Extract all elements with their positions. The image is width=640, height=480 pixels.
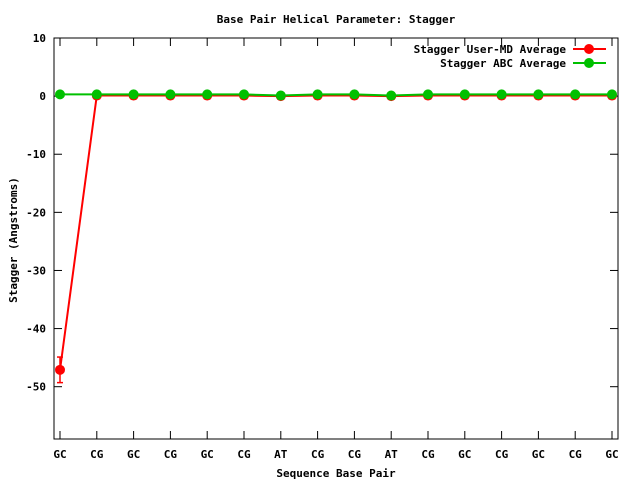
x-tick-label: GC (201, 448, 214, 461)
chart-title: Base Pair Helical Parameter: Stagger (217, 13, 456, 26)
data-point (239, 89, 249, 100)
y-tick-label: 10 (33, 32, 46, 45)
y-tick-label: -10 (26, 148, 46, 161)
data-point (496, 89, 507, 100)
x-tick-label: GC (127, 448, 140, 461)
data-point (459, 89, 470, 100)
x-tick-label: CG (90, 448, 104, 461)
data-point (607, 89, 617, 100)
x-tick-label: GC (532, 448, 545, 461)
y-axis-ticks: 10 0 -10 -20 -30 -40 -50 (26, 32, 618, 394)
x-tick-label: GC (53, 448, 66, 461)
series-layer (55, 89, 617, 384)
x-tick-label: AT (274, 448, 288, 461)
plot-frame (53, 37, 619, 440)
x-axis-ticks: GC CG GC CG GC CG AT CG CG AT CG GC CG GC CG GC (53, 38, 619, 461)
data-point (533, 89, 544, 100)
data-point (423, 89, 433, 100)
x-tick-label: GC (458, 448, 471, 461)
legend-label: Stagger ABC Average (440, 57, 566, 70)
x-tick-label: CG (495, 448, 509, 461)
y-axis-label: Stagger (Angstroms) (7, 177, 20, 303)
x-tick-label: CG (569, 448, 583, 461)
y-tick-label: -30 (26, 264, 46, 277)
x-tick-label: CG (164, 448, 178, 461)
x-tick-label: AT (385, 448, 399, 461)
y-tick-label: 0 (39, 90, 46, 103)
data-point (128, 89, 139, 100)
y-tick-label: -20 (26, 206, 46, 219)
data-point (570, 89, 581, 100)
x-axis-label: Sequence Base Pair (276, 467, 396, 480)
data-point (165, 89, 176, 100)
legend-marker (584, 44, 594, 54)
legend-marker (584, 58, 594, 68)
data-point (91, 89, 102, 100)
data-point (312, 89, 323, 100)
series-line (59, 94, 612, 370)
data-point (55, 89, 65, 100)
x-tick-label: CG (421, 448, 435, 461)
x-tick-label: CG (348, 448, 362, 461)
y-tick-label: -50 (26, 381, 46, 394)
data-point (386, 90, 397, 101)
x-tick-label: CG (237, 448, 251, 461)
y-tick-label: -40 (26, 323, 46, 336)
series-2 (55, 89, 617, 101)
series-line (60, 93, 612, 97)
data-point (349, 89, 360, 100)
series-1 (55, 90, 617, 384)
data-point (55, 364, 65, 375)
data-point (202, 89, 213, 100)
legend-label: Stagger User-MD Average (414, 43, 567, 56)
x-tick-label: GC (605, 448, 618, 461)
x-tick-label: CG (311, 448, 325, 461)
data-point (275, 90, 286, 101)
